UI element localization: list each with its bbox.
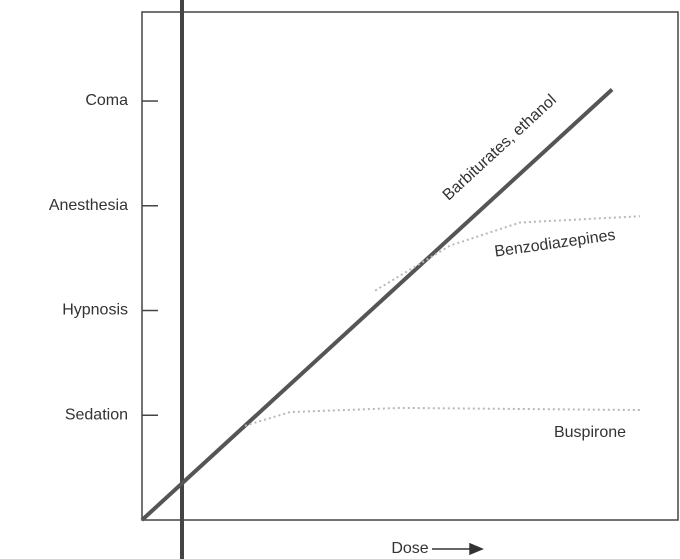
series-label: Buspirone bbox=[554, 424, 626, 441]
x-arrow bbox=[432, 542, 484, 556]
series-label: Barbiturates, ethanol bbox=[440, 92, 560, 204]
y-tick-label: Hypnosis bbox=[62, 302, 128, 319]
plot-frame bbox=[141, 11, 679, 521]
series-line bbox=[374, 215, 640, 292]
series-line bbox=[244, 406, 640, 427]
y-tick-label: Coma bbox=[85, 92, 128, 109]
y-tick-label: Anesthesia bbox=[49, 197, 128, 214]
x-axis-label: Dose bbox=[391, 540, 428, 557]
y-tick-label: Sedation bbox=[65, 406, 128, 423]
series-label: Benzodiazepines bbox=[493, 227, 616, 261]
series-line bbox=[140, 88, 614, 522]
